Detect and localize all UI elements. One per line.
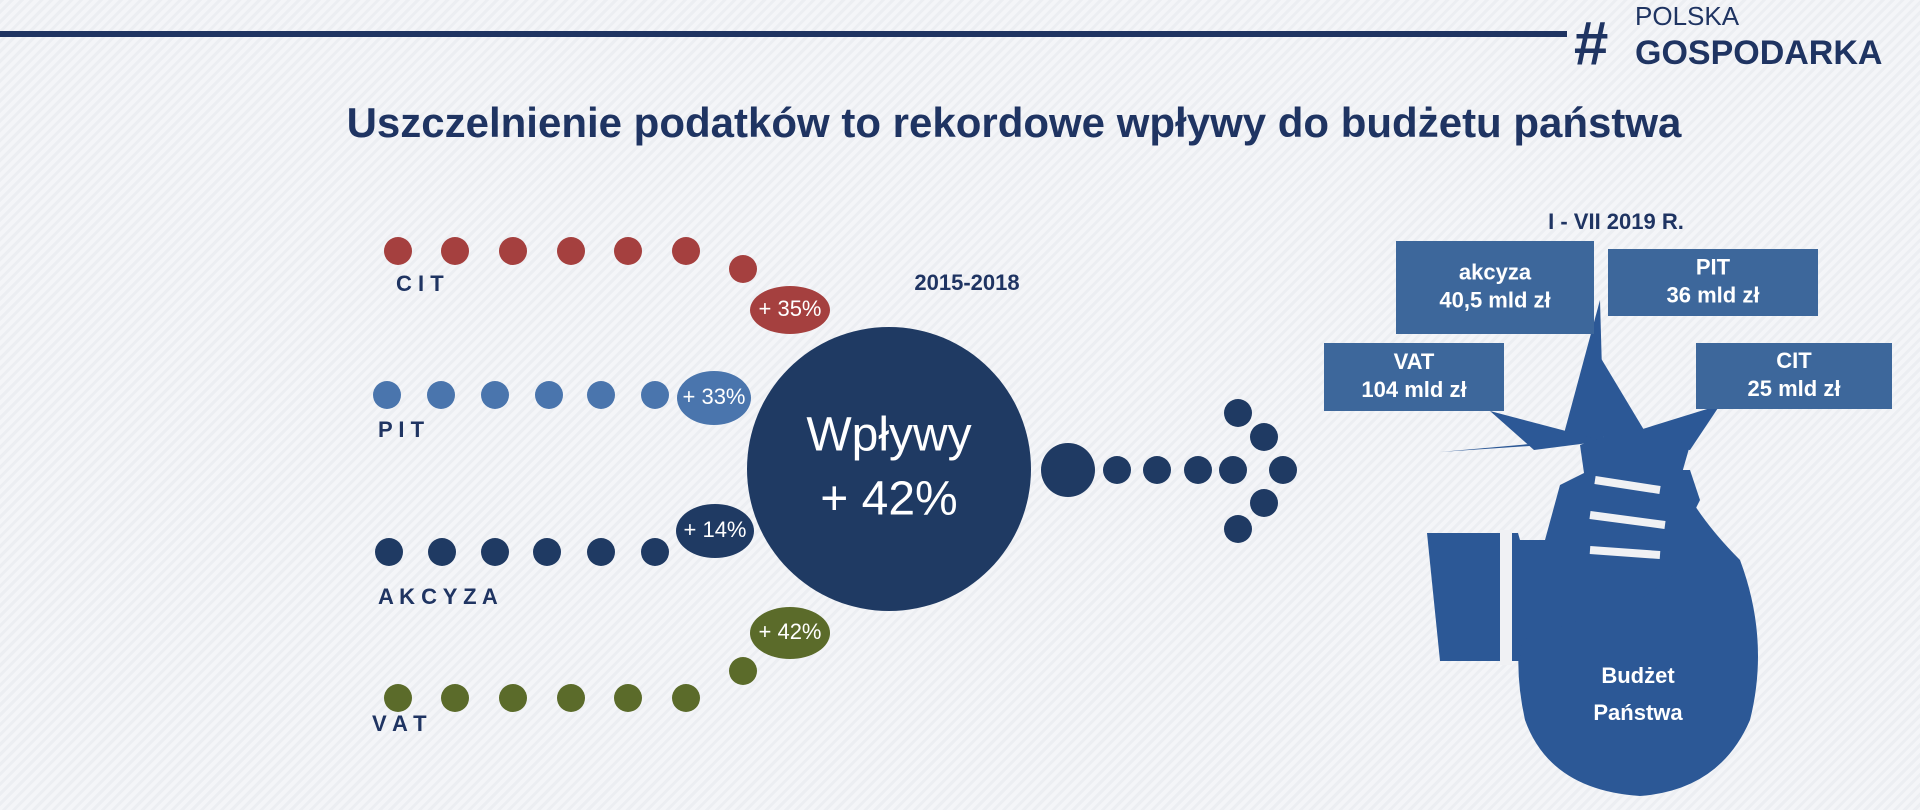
dot bbox=[499, 684, 527, 712]
dot bbox=[481, 538, 509, 566]
growth-bubble bbox=[750, 607, 830, 659]
tax-box bbox=[1324, 343, 1504, 411]
tax-name: CIT bbox=[1776, 348, 1812, 373]
tax-amount: 36 mld zł bbox=[1667, 282, 1760, 307]
dot bbox=[373, 381, 401, 409]
tax-amount: 40,5 mld zł bbox=[1439, 287, 1550, 312]
dot bbox=[557, 684, 585, 712]
dot bbox=[614, 684, 642, 712]
tax-amount: 104 mld zł bbox=[1361, 377, 1466, 402]
growth-label: + 14% bbox=[684, 517, 747, 542]
dot bbox=[533, 538, 561, 566]
category-label: V A T bbox=[372, 711, 427, 736]
growth-bubble bbox=[676, 504, 754, 558]
bag-line2: Państwa bbox=[1593, 700, 1683, 725]
dot bbox=[441, 237, 469, 265]
logo-line2: GOSPODARKA bbox=[1635, 34, 1882, 72]
dot bbox=[587, 538, 615, 566]
money-bag bbox=[1427, 300, 1758, 796]
tax-name: VAT bbox=[1394, 349, 1435, 374]
arrow-dot bbox=[1103, 456, 1131, 484]
center-line2: + 42% bbox=[820, 473, 957, 526]
dot bbox=[499, 237, 527, 265]
dot bbox=[672, 684, 700, 712]
category-label: C I T bbox=[396, 271, 444, 296]
growth-bubble bbox=[750, 286, 830, 334]
category-label: A K C Y Z A bbox=[378, 584, 498, 609]
arrow-dot bbox=[1269, 456, 1297, 484]
period-right: I - VII 2019 R. bbox=[1548, 209, 1684, 234]
arrow-dot bbox=[1250, 423, 1278, 451]
dot bbox=[614, 237, 642, 265]
dot bbox=[428, 538, 456, 566]
dot bbox=[427, 381, 455, 409]
arrow-dot bbox=[1143, 456, 1171, 484]
arrow-dot bbox=[1224, 515, 1252, 543]
dot bbox=[641, 381, 669, 409]
dot bbox=[729, 255, 757, 283]
tax-box bbox=[1396, 241, 1594, 334]
dot bbox=[557, 237, 585, 265]
title: Uszczelnienie podatków to rekordowe wpły… bbox=[347, 99, 1682, 146]
dot bbox=[641, 538, 669, 566]
center-line1: Wpływy bbox=[806, 409, 971, 462]
tax-box bbox=[1608, 249, 1818, 316]
growth-label: + 42% bbox=[759, 619, 822, 644]
dot bbox=[587, 381, 615, 409]
center-circle bbox=[747, 327, 1031, 611]
arrow-dot bbox=[1250, 489, 1278, 517]
dot bbox=[441, 684, 469, 712]
period-left: 2015-2018 bbox=[914, 270, 1019, 295]
logo-mark: # bbox=[1573, 9, 1608, 78]
bag-line1: Budżet bbox=[1601, 663, 1675, 688]
growth-label: + 35% bbox=[759, 296, 822, 321]
tax-name: akcyza bbox=[1459, 259, 1532, 284]
growth-label: + 33% bbox=[683, 384, 746, 409]
dot bbox=[535, 381, 563, 409]
dot bbox=[672, 237, 700, 265]
category-label: P I T bbox=[378, 417, 425, 442]
dot bbox=[384, 237, 412, 265]
dot bbox=[729, 657, 757, 685]
arrow-dot bbox=[1184, 456, 1212, 484]
tax-amount: 25 mld zł bbox=[1748, 376, 1841, 401]
tax-box bbox=[1696, 343, 1892, 409]
dot bbox=[481, 381, 509, 409]
logo-line1: POLSKA bbox=[1635, 1, 1740, 31]
dot bbox=[384, 684, 412, 712]
arrow-dot bbox=[1041, 443, 1095, 497]
tax-name: PIT bbox=[1696, 254, 1731, 279]
dot bbox=[375, 538, 403, 566]
arrow-dot bbox=[1224, 399, 1252, 427]
arrow-dot bbox=[1219, 456, 1247, 484]
growth-bubble bbox=[677, 371, 751, 425]
